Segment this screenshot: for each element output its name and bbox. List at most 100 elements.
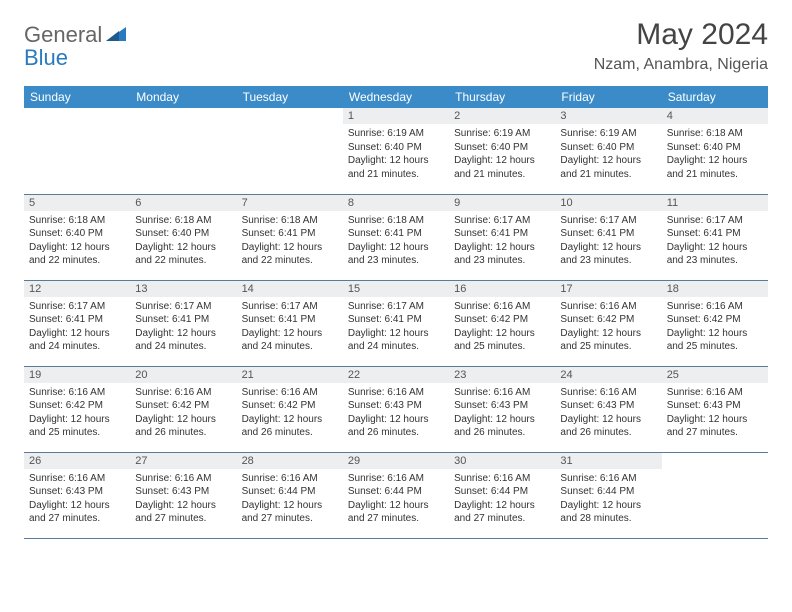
calendar-week-row: 12Sunrise: 6:17 AMSunset: 6:41 PMDayligh… [24, 280, 768, 366]
calendar-day-cell: 26Sunrise: 6:16 AMSunset: 6:43 PMDayligh… [24, 452, 130, 538]
calendar-day-cell: 31Sunrise: 6:16 AMSunset: 6:44 PMDayligh… [555, 452, 661, 538]
day-details: Sunrise: 6:16 AMSunset: 6:44 PMDaylight:… [237, 469, 343, 529]
day-details: Sunrise: 6:18 AMSunset: 6:41 PMDaylight:… [237, 211, 343, 271]
calendar-day-cell: 3Sunrise: 6:19 AMSunset: 6:40 PMDaylight… [555, 108, 661, 194]
day-number: 9 [449, 195, 555, 211]
day-details: Sunrise: 6:16 AMSunset: 6:43 PMDaylight:… [130, 469, 236, 529]
day-number: 12 [24, 281, 130, 297]
day-details: Sunrise: 6:19 AMSunset: 6:40 PMDaylight:… [555, 124, 661, 184]
day-number: 11 [662, 195, 768, 211]
calendar-day-cell: 17Sunrise: 6:16 AMSunset: 6:42 PMDayligh… [555, 280, 661, 366]
calendar-day-cell: 28Sunrise: 6:16 AMSunset: 6:44 PMDayligh… [237, 452, 343, 538]
day-details: Sunrise: 6:16 AMSunset: 6:42 PMDaylight:… [449, 297, 555, 357]
day-details: Sunrise: 6:16 AMSunset: 6:43 PMDaylight:… [24, 469, 130, 529]
day-number: 16 [449, 281, 555, 297]
day-header: Wednesday [343, 86, 449, 108]
day-header: Saturday [662, 86, 768, 108]
day-number: 17 [555, 281, 661, 297]
day-details: Sunrise: 6:17 AMSunset: 6:41 PMDaylight:… [343, 297, 449, 357]
logo: GeneralBlue [24, 24, 126, 69]
day-number: 1 [343, 108, 449, 124]
calendar-day-cell: 23Sunrise: 6:16 AMSunset: 6:43 PMDayligh… [449, 366, 555, 452]
day-number: 24 [555, 367, 661, 383]
day-details: Sunrise: 6:17 AMSunset: 6:41 PMDaylight:… [24, 297, 130, 357]
day-details: Sunrise: 6:18 AMSunset: 6:40 PMDaylight:… [130, 211, 236, 271]
day-number: 15 [343, 281, 449, 297]
calendar-day-cell [130, 108, 236, 194]
calendar-day-cell: 7Sunrise: 6:18 AMSunset: 6:41 PMDaylight… [237, 194, 343, 280]
day-details: Sunrise: 6:17 AMSunset: 6:41 PMDaylight:… [237, 297, 343, 357]
calendar-day-cell: 30Sunrise: 6:16 AMSunset: 6:44 PMDayligh… [449, 452, 555, 538]
day-details: Sunrise: 6:16 AMSunset: 6:43 PMDaylight:… [449, 383, 555, 443]
day-number: 8 [343, 195, 449, 211]
month-title: May 2024 [594, 18, 768, 52]
day-details: Sunrise: 6:18 AMSunset: 6:40 PMDaylight:… [662, 124, 768, 184]
day-number: 22 [343, 367, 449, 383]
day-number: 31 [555, 453, 661, 469]
day-number: 19 [24, 367, 130, 383]
calendar-day-cell: 21Sunrise: 6:16 AMSunset: 6:42 PMDayligh… [237, 366, 343, 452]
calendar-day-cell [24, 108, 130, 194]
calendar-day-cell: 14Sunrise: 6:17 AMSunset: 6:41 PMDayligh… [237, 280, 343, 366]
calendar-day-cell: 5Sunrise: 6:18 AMSunset: 6:40 PMDaylight… [24, 194, 130, 280]
location: Nzam, Anambra, Nigeria [594, 56, 768, 74]
day-number: 30 [449, 453, 555, 469]
day-details: Sunrise: 6:16 AMSunset: 6:44 PMDaylight:… [449, 469, 555, 529]
day-header: Thursday [449, 86, 555, 108]
day-number: 26 [24, 453, 130, 469]
day-details: Sunrise: 6:16 AMSunset: 6:42 PMDaylight:… [237, 383, 343, 443]
day-number: 5 [24, 195, 130, 211]
day-number: 29 [343, 453, 449, 469]
day-number: 25 [662, 367, 768, 383]
calendar-day-cell: 1Sunrise: 6:19 AMSunset: 6:40 PMDaylight… [343, 108, 449, 194]
day-number: 27 [130, 453, 236, 469]
calendar-day-cell: 10Sunrise: 6:17 AMSunset: 6:41 PMDayligh… [555, 194, 661, 280]
calendar-week-row: 19Sunrise: 6:16 AMSunset: 6:42 PMDayligh… [24, 366, 768, 452]
calendar-day-cell: 29Sunrise: 6:16 AMSunset: 6:44 PMDayligh… [343, 452, 449, 538]
day-details: Sunrise: 6:16 AMSunset: 6:44 PMDaylight:… [555, 469, 661, 529]
day-details: Sunrise: 6:16 AMSunset: 6:42 PMDaylight:… [555, 297, 661, 357]
calendar-day-cell: 9Sunrise: 6:17 AMSunset: 6:41 PMDaylight… [449, 194, 555, 280]
day-number: 7 [237, 195, 343, 211]
day-number: 10 [555, 195, 661, 211]
calendar-day-cell: 16Sunrise: 6:16 AMSunset: 6:42 PMDayligh… [449, 280, 555, 366]
day-number: 28 [237, 453, 343, 469]
day-header-row: SundayMondayTuesdayWednesdayThursdayFrid… [24, 86, 768, 108]
day-details: Sunrise: 6:17 AMSunset: 6:41 PMDaylight:… [555, 211, 661, 271]
calendar-week-row: 5Sunrise: 6:18 AMSunset: 6:40 PMDaylight… [24, 194, 768, 280]
calendar-day-cell: 19Sunrise: 6:16 AMSunset: 6:42 PMDayligh… [24, 366, 130, 452]
day-details: Sunrise: 6:16 AMSunset: 6:42 PMDaylight:… [24, 383, 130, 443]
calendar-table: SundayMondayTuesdayWednesdayThursdayFrid… [24, 86, 768, 539]
day-number: 13 [130, 281, 236, 297]
day-header: Monday [130, 86, 236, 108]
calendar-day-cell: 25Sunrise: 6:16 AMSunset: 6:43 PMDayligh… [662, 366, 768, 452]
calendar-day-cell: 15Sunrise: 6:17 AMSunset: 6:41 PMDayligh… [343, 280, 449, 366]
calendar-day-cell: 27Sunrise: 6:16 AMSunset: 6:43 PMDayligh… [130, 452, 236, 538]
day-details: Sunrise: 6:19 AMSunset: 6:40 PMDaylight:… [343, 124, 449, 184]
day-details: Sunrise: 6:16 AMSunset: 6:43 PMDaylight:… [555, 383, 661, 443]
calendar-day-cell: 6Sunrise: 6:18 AMSunset: 6:40 PMDaylight… [130, 194, 236, 280]
calendar-day-cell: 12Sunrise: 6:17 AMSunset: 6:41 PMDayligh… [24, 280, 130, 366]
day-details: Sunrise: 6:17 AMSunset: 6:41 PMDaylight:… [662, 211, 768, 271]
day-details: Sunrise: 6:16 AMSunset: 6:43 PMDaylight:… [662, 383, 768, 443]
day-details: Sunrise: 6:18 AMSunset: 6:40 PMDaylight:… [24, 211, 130, 271]
calendar-day-cell [662, 452, 768, 538]
day-details: Sunrise: 6:16 AMSunset: 6:42 PMDaylight:… [662, 297, 768, 357]
day-number: 4 [662, 108, 768, 124]
calendar-day-cell: 24Sunrise: 6:16 AMSunset: 6:43 PMDayligh… [555, 366, 661, 452]
day-number: 14 [237, 281, 343, 297]
title-block: May 2024 Nzam, Anambra, Nigeria [594, 18, 768, 74]
calendar-day-cell [237, 108, 343, 194]
day-header: Friday [555, 86, 661, 108]
calendar-day-cell: 18Sunrise: 6:16 AMSunset: 6:42 PMDayligh… [662, 280, 768, 366]
header: GeneralBlue May 2024 Nzam, Anambra, Nige… [24, 18, 768, 74]
day-header: Tuesday [237, 86, 343, 108]
day-details: Sunrise: 6:17 AMSunset: 6:41 PMDaylight:… [449, 211, 555, 271]
day-header: Sunday [24, 86, 130, 108]
day-number: 6 [130, 195, 236, 211]
day-details: Sunrise: 6:16 AMSunset: 6:42 PMDaylight:… [130, 383, 236, 443]
calendar-day-cell: 4Sunrise: 6:18 AMSunset: 6:40 PMDaylight… [662, 108, 768, 194]
day-details: Sunrise: 6:17 AMSunset: 6:41 PMDaylight:… [130, 297, 236, 357]
day-number: 2 [449, 108, 555, 124]
calendar-day-cell: 22Sunrise: 6:16 AMSunset: 6:43 PMDayligh… [343, 366, 449, 452]
